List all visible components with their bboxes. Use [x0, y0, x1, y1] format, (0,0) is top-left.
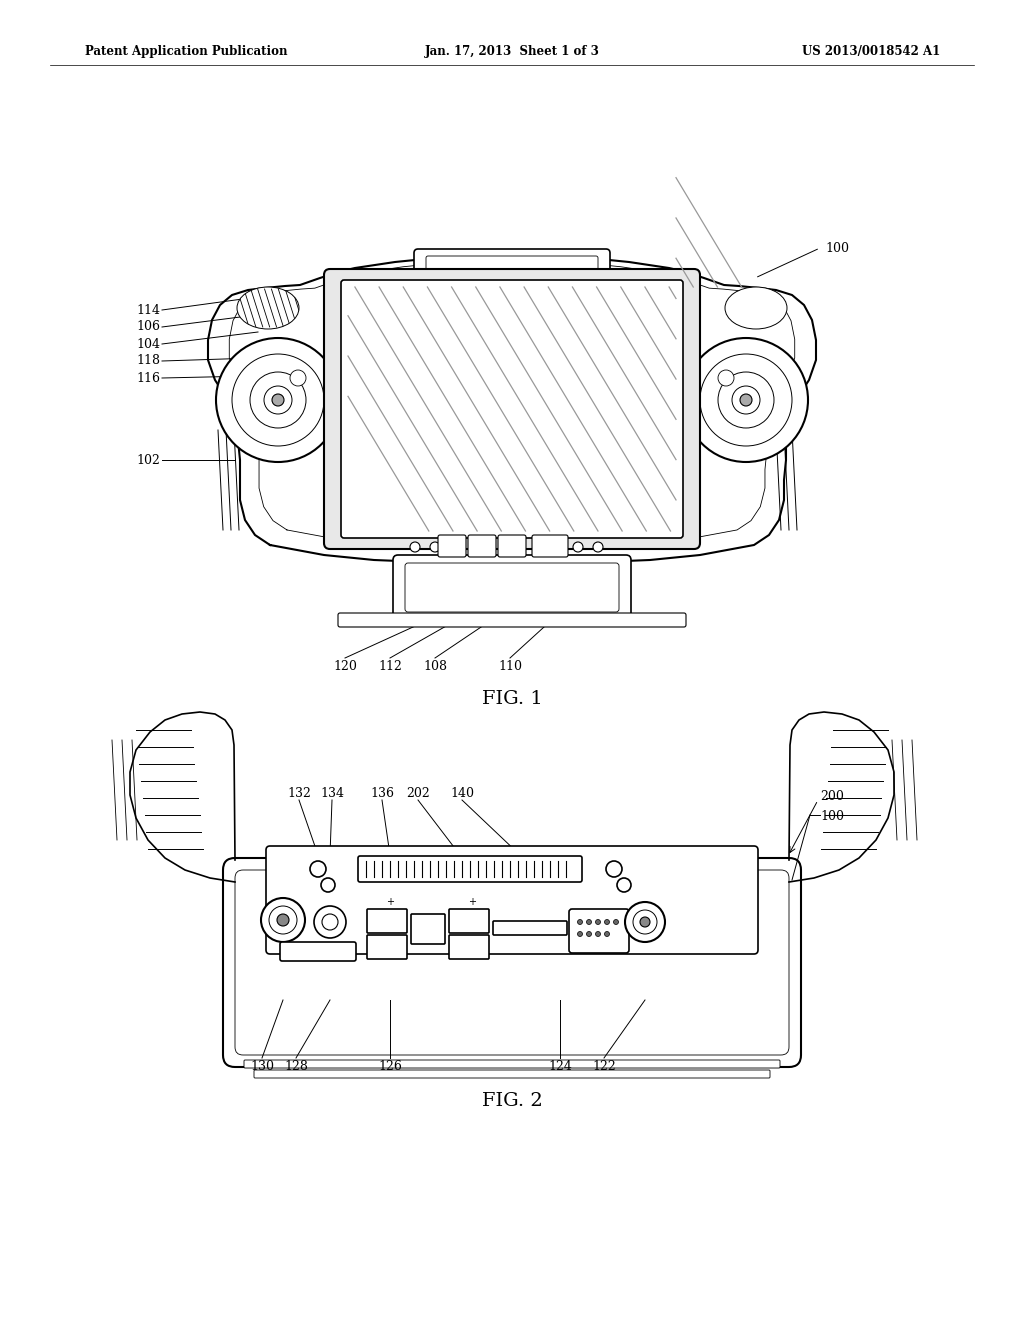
Text: 132: 132 [287, 787, 311, 800]
FancyBboxPatch shape [426, 256, 598, 279]
Circle shape [740, 393, 752, 407]
FancyBboxPatch shape [367, 935, 407, 960]
FancyBboxPatch shape [280, 942, 356, 961]
FancyBboxPatch shape [338, 612, 686, 627]
FancyBboxPatch shape [223, 858, 801, 1067]
Ellipse shape [725, 286, 787, 329]
Text: 202: 202 [407, 787, 430, 800]
FancyBboxPatch shape [468, 535, 496, 557]
Text: 200: 200 [820, 789, 844, 803]
Circle shape [261, 898, 305, 942]
Polygon shape [130, 711, 234, 882]
FancyBboxPatch shape [498, 535, 526, 557]
Circle shape [596, 920, 600, 924]
FancyBboxPatch shape [367, 909, 407, 933]
Text: 136: 136 [370, 787, 394, 800]
Text: +: + [468, 898, 476, 907]
Text: 110: 110 [498, 660, 522, 673]
Text: Patent Application Publication: Patent Application Publication [85, 45, 288, 58]
Circle shape [718, 370, 734, 385]
Circle shape [314, 906, 346, 939]
Circle shape [272, 393, 284, 407]
Circle shape [269, 906, 297, 935]
Text: 100: 100 [820, 809, 844, 822]
Text: 100: 100 [825, 242, 849, 255]
Text: 102: 102 [136, 454, 160, 466]
Text: Jan. 17, 2013  Sheet 1 of 3: Jan. 17, 2013 Sheet 1 of 3 [425, 45, 599, 58]
Polygon shape [790, 711, 894, 882]
Circle shape [410, 543, 420, 552]
Circle shape [232, 354, 324, 446]
Text: 116: 116 [136, 371, 160, 384]
Circle shape [604, 932, 609, 936]
Text: 114: 114 [136, 304, 160, 317]
Circle shape [250, 372, 306, 428]
Circle shape [684, 338, 808, 462]
Text: 130: 130 [250, 1060, 274, 1073]
Circle shape [587, 920, 592, 924]
Circle shape [633, 909, 657, 935]
FancyBboxPatch shape [406, 564, 618, 612]
Text: 122: 122 [592, 1060, 615, 1073]
Circle shape [264, 385, 292, 414]
Circle shape [278, 913, 289, 927]
Text: 108: 108 [423, 660, 447, 673]
Circle shape [700, 354, 792, 446]
FancyBboxPatch shape [244, 1060, 780, 1068]
Circle shape [596, 932, 600, 936]
FancyBboxPatch shape [341, 280, 683, 539]
FancyBboxPatch shape [254, 1071, 770, 1078]
Circle shape [430, 543, 440, 552]
Circle shape [604, 920, 609, 924]
Circle shape [573, 543, 583, 552]
Circle shape [216, 338, 340, 462]
Circle shape [606, 861, 622, 876]
Text: 120: 120 [333, 660, 357, 673]
FancyBboxPatch shape [234, 870, 790, 1055]
Text: 112: 112 [378, 660, 402, 673]
FancyBboxPatch shape [438, 535, 466, 557]
FancyBboxPatch shape [324, 269, 700, 549]
Text: 104: 104 [136, 338, 160, 351]
Ellipse shape [237, 286, 299, 329]
FancyBboxPatch shape [411, 913, 445, 944]
Circle shape [718, 372, 774, 428]
Circle shape [310, 861, 326, 876]
Circle shape [732, 385, 760, 414]
FancyBboxPatch shape [393, 554, 631, 620]
Text: 106: 106 [136, 321, 160, 334]
FancyBboxPatch shape [414, 249, 610, 285]
FancyBboxPatch shape [493, 921, 567, 935]
Text: 134: 134 [319, 787, 344, 800]
Circle shape [613, 920, 618, 924]
Text: 124: 124 [548, 1060, 572, 1073]
Text: FIG. 2: FIG. 2 [481, 1092, 543, 1110]
FancyBboxPatch shape [569, 909, 629, 953]
Text: 126: 126 [378, 1060, 402, 1073]
FancyBboxPatch shape [358, 855, 582, 882]
Text: US 2013/0018542 A1: US 2013/0018542 A1 [802, 45, 940, 58]
Circle shape [578, 932, 583, 936]
FancyBboxPatch shape [532, 535, 568, 557]
FancyBboxPatch shape [266, 846, 758, 954]
FancyBboxPatch shape [449, 909, 489, 933]
Text: FIG. 1: FIG. 1 [481, 690, 543, 708]
Circle shape [290, 370, 306, 385]
Text: +: + [386, 898, 394, 907]
Circle shape [593, 543, 603, 552]
Circle shape [587, 932, 592, 936]
FancyBboxPatch shape [449, 935, 489, 960]
Circle shape [625, 902, 665, 942]
Text: 118: 118 [136, 355, 160, 367]
Polygon shape [208, 260, 816, 564]
Circle shape [321, 878, 335, 892]
Circle shape [640, 917, 650, 927]
Text: 140: 140 [450, 787, 474, 800]
Text: 128: 128 [284, 1060, 308, 1073]
Circle shape [617, 878, 631, 892]
Circle shape [578, 920, 583, 924]
Circle shape [322, 913, 338, 931]
